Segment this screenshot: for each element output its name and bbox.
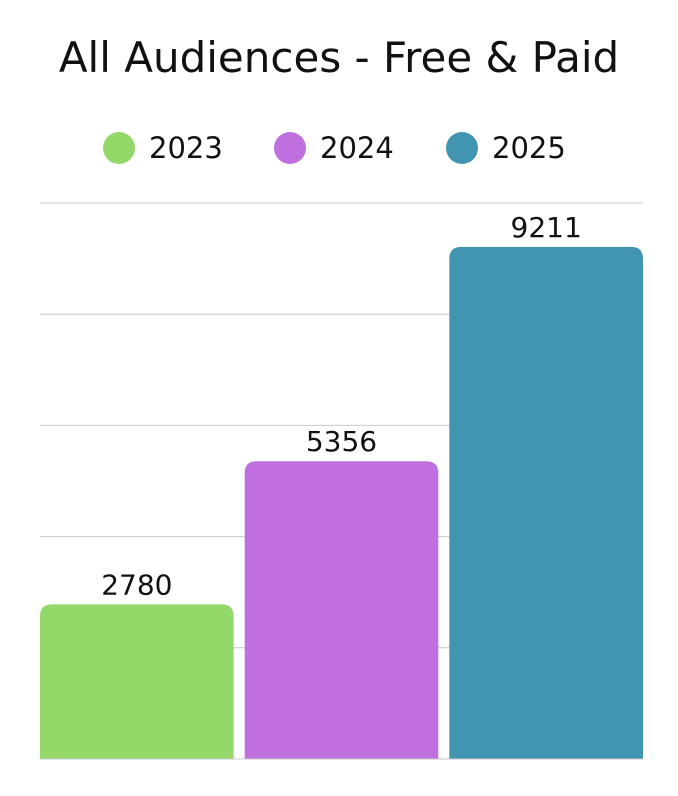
data-label-2024: 5356: [306, 425, 377, 458]
legend-item-2024: 2024: [274, 126, 394, 170]
legend: 2023 2024 2025: [0, 126, 678, 170]
legend-item-2023: 2023: [103, 126, 223, 170]
legend-label-2025: 2025: [492, 131, 566, 165]
legend-swatch-2024: [274, 132, 306, 164]
legend-label-2023: 2023: [149, 131, 223, 165]
bar-2023: [40, 604, 234, 759]
bar-2025: [449, 246, 643, 759]
legend-label-2024: 2024: [320, 131, 394, 165]
legend-swatch-2023: [103, 132, 135, 164]
legend-swatch-2025: [446, 132, 478, 164]
chart-title: All Audiences - Free & Paid: [58, 33, 620, 82]
data-label-2023: 2780: [101, 568, 172, 601]
legend-item-2025: 2025: [446, 126, 566, 170]
data-label-2025: 9211: [511, 211, 582, 244]
bar-2024: [244, 461, 439, 759]
